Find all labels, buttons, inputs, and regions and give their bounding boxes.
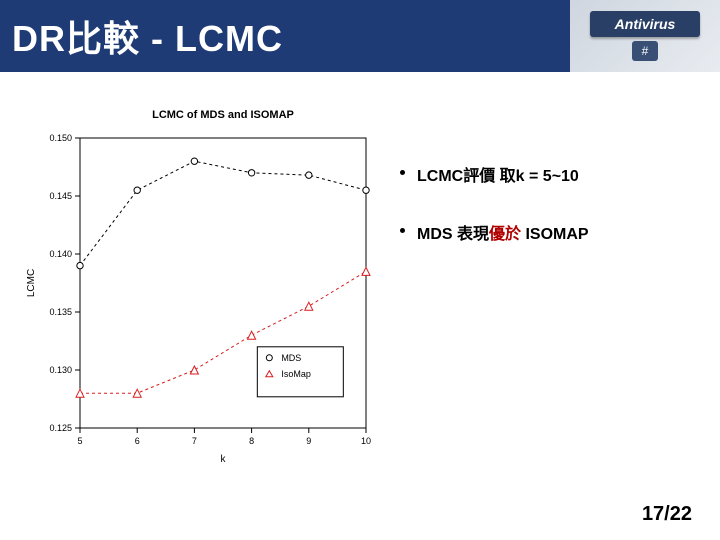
svg-text:MDS: MDS [281,353,301,363]
svg-text:0.130: 0.130 [49,365,72,375]
svg-text:0.145: 0.145 [49,191,72,201]
svg-text:IsoMap: IsoMap [281,369,311,379]
svg-text:6: 6 [135,436,140,446]
svg-text:10: 10 [361,436,371,446]
lcmc-chart: LCMC of MDS and ISOMAP 5 6 7 8 9 10 0.125 0.130 0… [20,102,380,472]
svg-text:0.150: 0.150 [49,133,72,143]
bullet-dot-icon [400,170,405,175]
svg-text:0.135: 0.135 [49,307,72,317]
svg-text:7: 7 [192,436,197,446]
bullet-text: MDS 表現優於 ISOMAP [417,220,589,244]
bullet-text-pre: MDS 表現 [417,226,489,243]
content-area: LCMC of MDS and ISOMAP 5 6 7 8 9 10 0.125 0.130 0… [0,72,720,472]
bullet-text-post: ISOMAP [521,226,589,243]
svg-text:LCMC of MDS and ISOMAP: LCMC of MDS and ISOMAP [152,109,294,121]
bullet-item: LCMC評價 取k = 5~10 [400,162,700,186]
svg-text:k: k [221,454,227,465]
svg-text:5: 5 [77,436,82,446]
svg-text:0.125: 0.125 [49,423,72,433]
svg-text:LCMC: LCMC [26,269,37,297]
keyboard-key-hash: # [632,41,658,61]
svg-text:8: 8 [249,436,254,446]
decorative-image: Antivirus # [570,0,720,72]
title-bar: DR比較 - LCMC Antivirus # [0,0,720,72]
bullet-text-pre: LCMC評價 取k = 5~10 [417,168,579,185]
bullet-text: LCMC評價 取k = 5~10 [417,162,579,186]
bullet-dot-icon [400,228,405,233]
page-number: 17/22 [642,503,692,526]
bullet-item: MDS 表現優於 ISOMAP [400,220,700,244]
page-title: DR比較 - LCMC [12,10,283,62]
svg-text:0.140: 0.140 [49,249,72,259]
bullet-list: LCMC評價 取k = 5~10 MDS 表現優於 ISOMAP [380,102,700,472]
bullet-text-red: 優於 [489,226,521,243]
svg-text:9: 9 [306,436,311,446]
keyboard-key-antivirus: Antivirus [590,11,700,37]
